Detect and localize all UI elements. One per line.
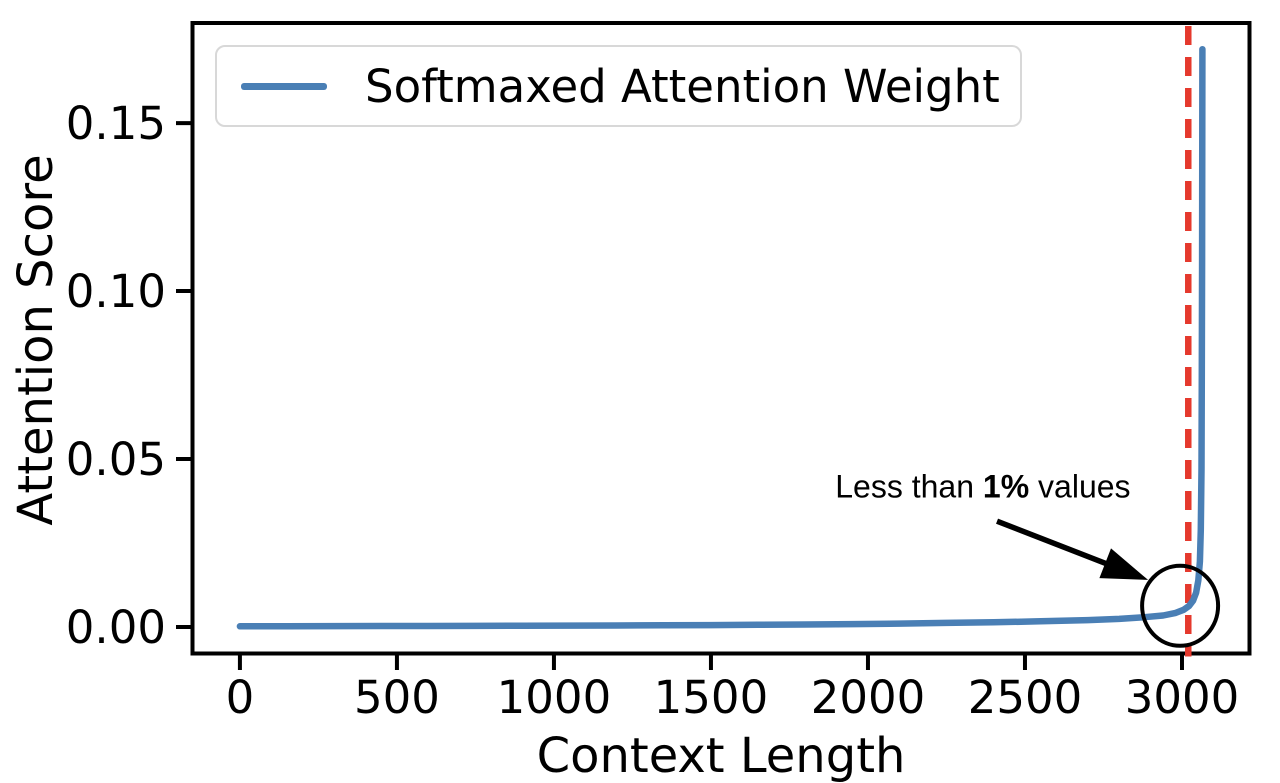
annotation-text-part: Less than	[835, 468, 983, 505]
plot-border	[190, 21, 1252, 656]
x-tick-label: 2000	[811, 671, 926, 724]
annotation-text-bold: 1%	[982, 468, 1030, 505]
x-axis-label: Context Length	[536, 728, 906, 783]
y-tick-label: 0.10	[66, 265, 166, 318]
x-tick-label: 1000	[497, 671, 612, 724]
annotation-arrow-shaft	[996, 518, 1112, 568]
annotation-arrow-head	[1099, 548, 1149, 580]
y-tick-label: 0.15	[66, 97, 166, 150]
annotation-text: Less than 1% values	[835, 468, 1130, 505]
annotation-text-part: values	[1029, 468, 1131, 505]
legend-line-swatch	[241, 82, 327, 90]
y-tick-label: 0.00	[66, 601, 166, 654]
x-tick-label: 3000	[1125, 671, 1240, 724]
x-tick-label: 1500	[654, 671, 769, 724]
legend: Softmaxed Attention Weight	[215, 45, 1022, 127]
x-tick-label: 500	[354, 671, 440, 724]
x-tick-label: 2500	[968, 671, 1083, 724]
y-axis-label: Attention Score	[8, 154, 64, 526]
annotation-circle	[1140, 563, 1221, 648]
attention-curve	[236, 45, 1206, 630]
legend-label: Softmaxed Attention Weight	[365, 59, 1000, 113]
y-tick-label: 0.05	[66, 433, 166, 486]
x-tick-label: 0	[226, 671, 255, 724]
